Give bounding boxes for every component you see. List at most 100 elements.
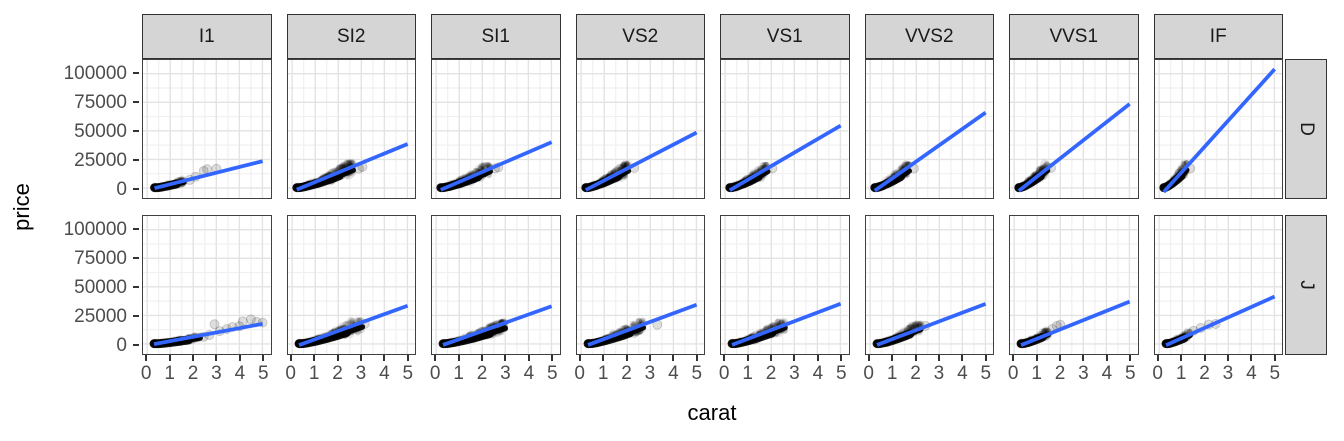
y-tick-mark <box>133 129 139 132</box>
x-tick-mark <box>406 355 409 361</box>
smooth-line-J-SI2 <box>297 303 408 347</box>
x-tick-label: 1 <box>742 363 753 384</box>
x-tick-mark <box>793 355 796 361</box>
grid-minor <box>1010 60 1138 198</box>
facet-plot-D-SI1 <box>432 60 560 198</box>
x-tick-mark <box>551 355 554 361</box>
x-tick-label: 1 <box>886 363 898 384</box>
grid-minor <box>432 60 560 198</box>
x-tick-mark <box>602 355 605 361</box>
x-tick-label: 0 <box>863 363 874 384</box>
facet-strip-label: VS2 <box>622 25 659 47</box>
y-tick-mark <box>133 187 139 190</box>
x-tick-mark <box>1250 355 1253 361</box>
grid-major <box>576 216 704 354</box>
facet-strip-label: I1 <box>198 25 215 47</box>
x-tick-label: 4 <box>957 363 968 384</box>
facet-plot-J-VVS2 <box>865 216 993 354</box>
x-tick-mark <box>1012 355 1015 361</box>
x-tick-label: 2 <box>1199 363 1210 384</box>
x-tick-label: 4 <box>234 363 246 384</box>
facet-plot-J-VS1 <box>721 216 849 354</box>
facet-strip-col-VVS2: VVS2 <box>864 14 994 59</box>
x-tick-label: 3 <box>789 363 800 384</box>
grid-minor <box>287 60 415 198</box>
grid-minor <box>721 60 849 198</box>
x-tick-mark <box>891 355 894 361</box>
y-tick-label: 0 <box>116 178 127 200</box>
smooth-line-D-VVS1 <box>1017 102 1131 193</box>
grid-major <box>432 60 560 198</box>
x-tick-mark <box>262 355 265 361</box>
smooth-line-J-VS2 <box>586 302 697 347</box>
smooth-line-D-IF <box>1161 67 1276 194</box>
x-tick-label: 0 <box>718 363 730 384</box>
x-tick-mark <box>1035 355 1038 361</box>
x-tick-mark <box>359 355 362 361</box>
x-tick-mark <box>1082 355 1085 361</box>
y-tick-label: 100000 <box>63 218 127 240</box>
x-tick-mark <box>1180 355 1183 361</box>
smooth-line-J-VVS2 <box>875 302 986 347</box>
x-tick-mark <box>383 355 386 361</box>
y-tick-mark <box>133 71 139 74</box>
y-tick-mark <box>133 343 139 346</box>
y-tick-label: 100000 <box>63 62 127 84</box>
facet-plot-J-SI1 <box>432 216 560 354</box>
facet-panel-D-VVS2 <box>864 59 994 199</box>
x-tick-mark <box>1105 355 1108 361</box>
x-tick-label: 3 <box>933 363 945 384</box>
x-tick-label: 3 <box>211 363 222 384</box>
x-tick-mark <box>313 355 316 361</box>
facet-panel-D-SI1 <box>431 59 561 199</box>
x-tick-mark <box>168 355 171 361</box>
grid-major <box>143 60 271 198</box>
smooth-line-D-VS2 <box>584 130 697 192</box>
facet-plot-D-VVS2 <box>865 60 993 198</box>
grid-major <box>1154 216 1282 354</box>
x-tick-mark <box>961 355 964 361</box>
y-tick-mark <box>133 227 139 230</box>
scatter-points <box>1159 159 1190 192</box>
smooth-line-D-VVS2 <box>873 111 987 193</box>
x-tick-label: 3 <box>1222 363 1234 384</box>
x-tick-mark <box>672 355 675 361</box>
facet-plot-J-I1 <box>143 216 271 354</box>
facet-panel-J-SI1 <box>431 215 561 355</box>
facet-strip-col-SI1: SI1 <box>431 14 561 59</box>
x-tick-label: 5 <box>1269 363 1281 384</box>
facet-panel-D-IF <box>1153 59 1283 199</box>
facet-strip-label: VS1 <box>766 25 803 47</box>
facet-panel-J-I1 <box>142 215 272 355</box>
x-tick-label: 2 <box>765 363 777 384</box>
facet-strip-label: J <box>1296 280 1317 290</box>
y-tick-mark <box>133 285 139 288</box>
x-tick-label: 0 <box>140 363 152 384</box>
x-tick-mark <box>434 355 437 361</box>
facet-strip-row-D: D <box>1285 59 1327 199</box>
x-tick-label: 2 <box>332 363 343 384</box>
x-tick-label: 2 <box>621 363 632 384</box>
grid-minor <box>1154 60 1282 198</box>
x-tick-label: 1 <box>308 363 320 384</box>
x-tick-mark <box>867 355 870 361</box>
x-tick-mark <box>1273 355 1276 361</box>
x-tick-label: 5 <box>836 363 847 384</box>
y-tick-label: 75000 <box>74 91 127 113</box>
facet-plot-J-VS2 <box>576 216 704 354</box>
grid-minor <box>576 60 704 198</box>
facet-plot-D-VS1 <box>721 60 849 198</box>
smooth-line-D-VS1 <box>728 124 842 192</box>
x-tick-label: 0 <box>1152 363 1163 384</box>
x-tick-label: 4 <box>523 363 535 384</box>
x-tick-label: 4 <box>379 363 390 384</box>
x-tick-mark <box>1226 355 1229 361</box>
x-tick-mark <box>289 355 292 361</box>
y-tick-label: 0 <box>116 334 127 356</box>
y-tick-mark <box>133 100 139 103</box>
x-tick-label: 1 <box>453 363 464 384</box>
x-tick-mark <box>648 355 651 361</box>
x-tick-label: 4 <box>668 363 679 384</box>
x-tick-mark <box>816 355 819 361</box>
y-tick-mark <box>133 158 139 161</box>
